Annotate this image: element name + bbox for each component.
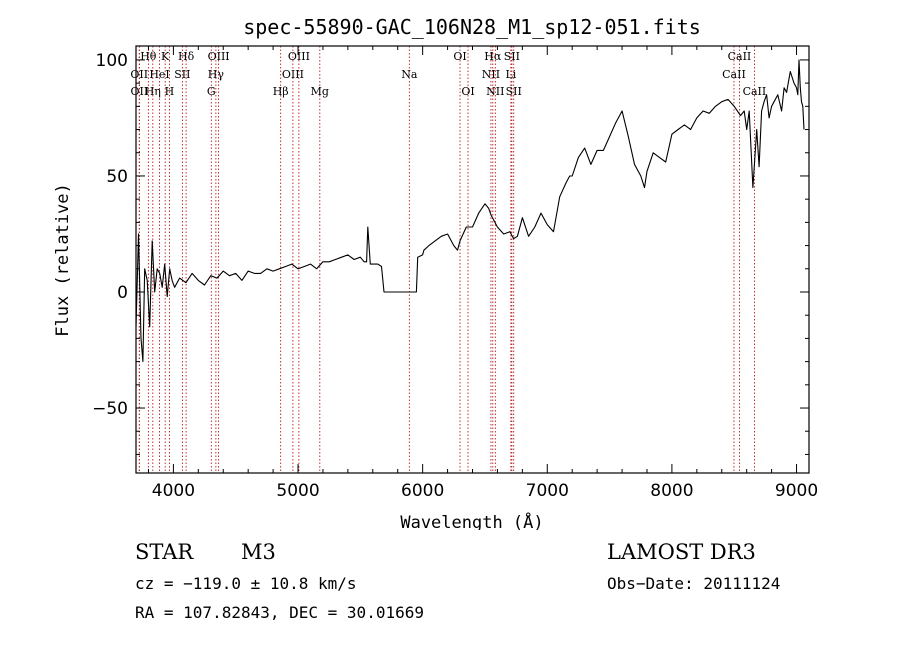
line-label-nii: NII <box>482 68 500 81</box>
object-subclass: M3 <box>241 540 276 564</box>
y-tick-label: 100 <box>96 51 128 71</box>
spectral-line-markers <box>138 46 755 473</box>
line-label-hθ: Hθ <box>140 50 157 63</box>
spectrum-chart: HθHηOIIOIIHeIKHSIIHδGHγOIIIHβOIIIOIIIMgN… <box>53 15 818 530</box>
line-label-hei: HeI <box>149 68 169 81</box>
line-label-hβ: Hβ <box>273 85 289 98</box>
line-label-caii: CaII <box>743 85 767 98</box>
x-axis-label: Wavelength (Å) <box>400 511 543 530</box>
x-tick-label: 8000 <box>650 481 693 501</box>
x-tick-label: 4000 <box>152 481 195 501</box>
line-label-sii: SII <box>174 68 190 81</box>
coordinates: RA = 107.82843, DEC = 30.01669 <box>135 603 424 622</box>
plot-frame <box>135 45 810 474</box>
line-label-hδ: Hδ <box>178 50 195 63</box>
line-label-g: G <box>207 85 216 98</box>
line-label-sii: SII <box>506 85 522 98</box>
flux-series <box>135 59 805 363</box>
line-label-hα: Hα <box>484 50 502 63</box>
y-axis-label: Flux (relative) <box>53 183 73 337</box>
chart-title: spec-55890-GAC_106N28_M1_sp12-051.fits <box>243 15 701 39</box>
x-tick-label: 7000 <box>526 481 569 501</box>
line-label-h: H <box>165 85 175 98</box>
observation-date: Obs−Date: 20111124 <box>607 574 781 593</box>
line-label-oi: OI <box>453 50 466 63</box>
axis-ticks: 4000 5000 6000 7000 8000 9000 −50 0 50 100 <box>92 46 818 501</box>
line-label-sii: SII <box>504 50 520 63</box>
spectral-line-labels: HθHηOIIOIIHeIKHSIIHδGHγOIIIHβOIIIOIIIMgN… <box>130 50 766 98</box>
line-label-hη: Hη <box>145 85 161 98</box>
line-label-oii: OII <box>130 68 148 81</box>
x-tick-label: 6000 <box>401 481 444 501</box>
line-label-li: Li <box>505 68 516 81</box>
line-label-k: K <box>161 50 170 63</box>
line-label-na: Na <box>401 68 418 81</box>
y-tick-label: −50 <box>92 399 128 419</box>
line-label-nii: NII <box>486 85 504 98</box>
line-label-oiii: OIII <box>282 68 304 81</box>
x-tick-label: 9000 <box>775 481 818 501</box>
line-label-oiii: OIII <box>288 50 310 63</box>
line-label-hγ: Hγ <box>208 68 225 81</box>
line-label-caii: CaII <box>728 50 752 63</box>
flux-line <box>135 59 805 363</box>
line-label-oii: OII <box>131 85 149 98</box>
line-label-oi: OI <box>461 85 474 98</box>
redshift-velocity: cz = −119.0 ± 10.8 km/s <box>135 574 357 593</box>
x-tick-label: 5000 <box>276 481 319 501</box>
line-label-oiii: OIII <box>208 50 230 63</box>
survey-name: LAMOST DR3 <box>607 540 756 564</box>
y-tick-label: 0 <box>117 283 128 303</box>
line-label-mg: Mg <box>311 85 329 98</box>
y-tick-label: 50 <box>106 167 128 187</box>
object-class: STAR <box>135 540 194 564</box>
line-label-caii: CaII <box>722 68 746 81</box>
